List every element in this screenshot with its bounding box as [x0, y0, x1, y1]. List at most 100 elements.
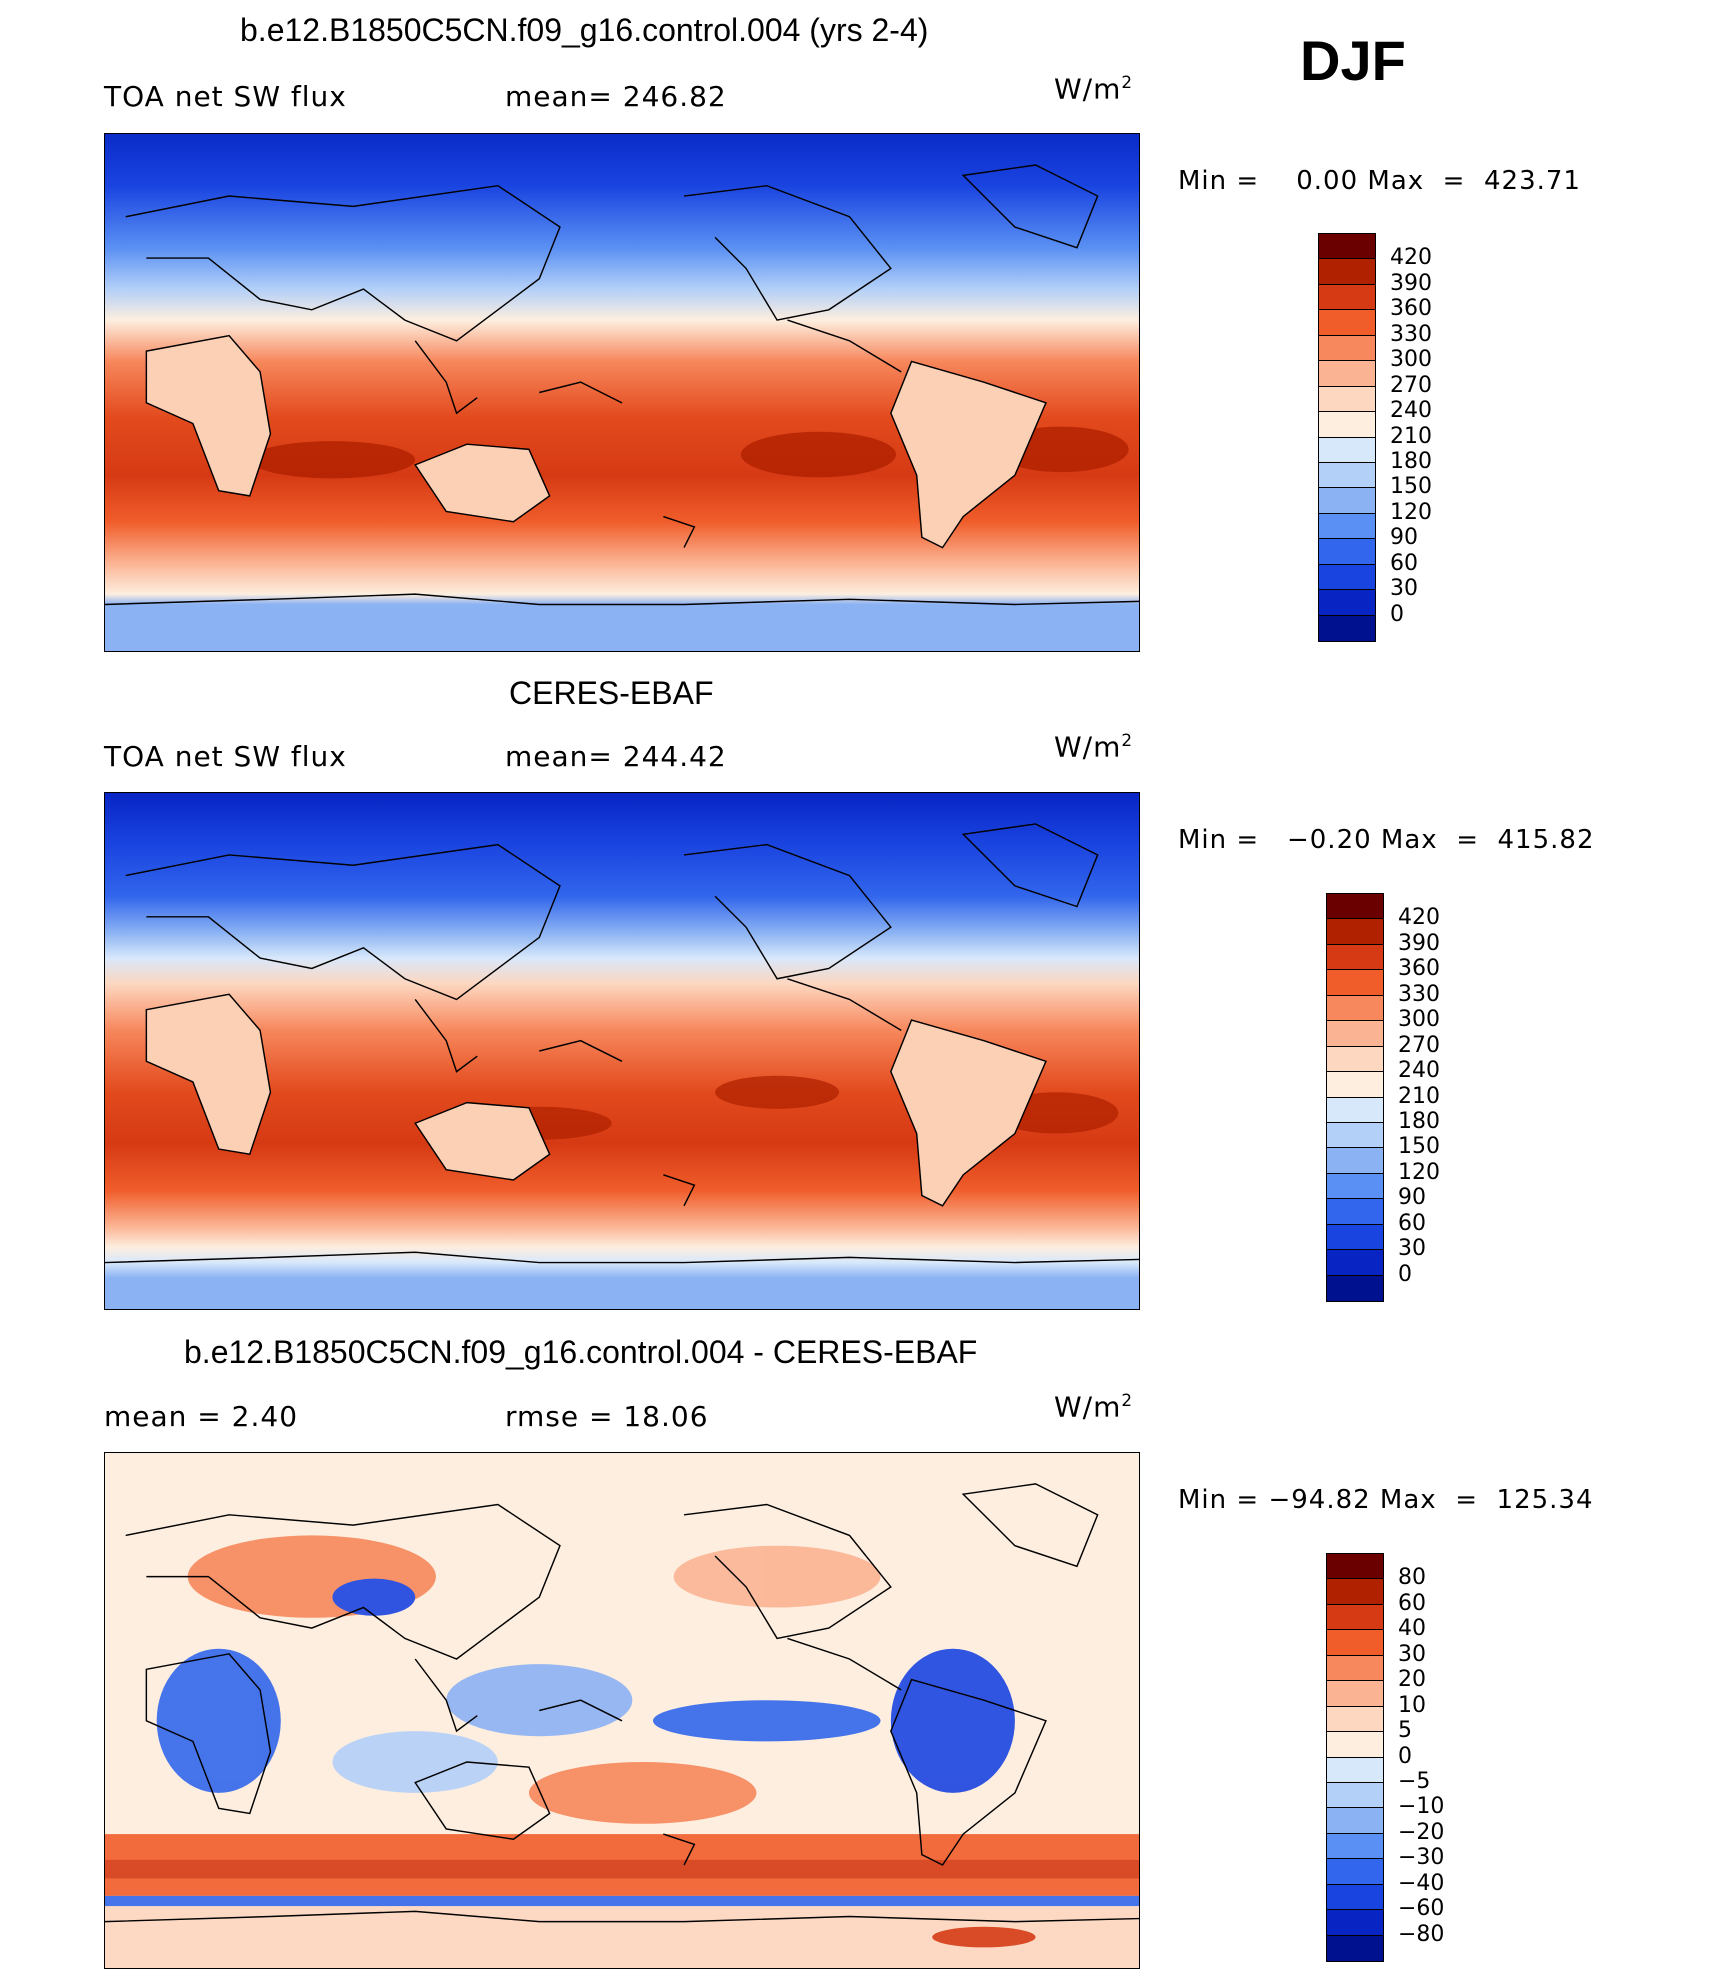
colorbar-tick-label: 330	[1398, 981, 1440, 1007]
panel-units-obs: W/m2	[1054, 730, 1134, 764]
colorbar-box	[1327, 1757, 1383, 1783]
colorbar-box	[1319, 361, 1375, 387]
colorbar-tick-label: 180	[1390, 448, 1432, 474]
season-label: DJF	[1300, 29, 1406, 92]
colorbar-box	[1327, 1021, 1383, 1047]
colorbar-box	[1327, 1122, 1383, 1149]
colorbar-box	[1327, 944, 1383, 971]
colorbar-tick-label: −80	[1398, 1921, 1445, 1947]
colorbar-box	[1327, 1072, 1383, 1098]
colorbar-box	[1327, 1097, 1383, 1123]
panel-rmse-label-diff: rmse = 18.06	[505, 1400, 709, 1433]
colorbar-tick-label: 120	[1398, 1159, 1440, 1185]
colorbar-tick-label: 150	[1398, 1134, 1440, 1160]
colorbar-tick-label: 360	[1398, 956, 1440, 982]
colorbar-tick-label: 60	[1398, 1210, 1426, 1236]
colorbar-tick-label: −5	[1398, 1768, 1431, 1794]
colorbar-tick-label: 30	[1390, 576, 1418, 602]
colorbar-tick-label: 210	[1390, 423, 1432, 449]
colorbar-box	[1327, 970, 1383, 996]
colorbar-tick-label: −10	[1398, 1794, 1445, 1820]
map-field-model	[105, 134, 1139, 651]
colorbar-box	[1319, 437, 1375, 463]
panel-mean-label-model: mean= 246.82	[505, 80, 727, 113]
minmax-obs: Min = −0.20 Max = 415.82	[1178, 825, 1595, 855]
colorbar-tick-label: 180	[1398, 1108, 1440, 1134]
colorbar-box	[1319, 590, 1375, 616]
minmax-model: Min = 0.00 Max = 423.71	[1178, 166, 1581, 196]
colorbar-box	[1327, 1173, 1383, 1200]
colorbar-box	[1327, 1579, 1383, 1605]
colorbar-tick-label: 270	[1398, 1032, 1440, 1058]
colorbar-tick-label: 240	[1390, 398, 1432, 424]
colorbar-model	[1318, 233, 1376, 642]
colorbar-tick-label: 390	[1398, 930, 1440, 956]
colorbar-tick-label: 300	[1390, 347, 1432, 373]
colorbar-box	[1319, 284, 1375, 311]
map-obs	[104, 792, 1140, 1310]
colorbar-box	[1327, 894, 1383, 920]
colorbar-box	[1319, 513, 1375, 540]
panel-left-label-model: TOA net SW flux	[104, 80, 347, 113]
colorbar-tick-label: 240	[1398, 1058, 1440, 1084]
panel-title-diff: b.e12.B1850C5CN.f09_g16.control.004 - CE…	[184, 1334, 978, 1370]
colorbar-obs	[1326, 893, 1384, 1302]
colorbar-tick-label: 0	[1398, 1261, 1412, 1287]
colorbar-box	[1327, 1630, 1383, 1656]
colorbar-box	[1319, 412, 1375, 438]
colorbar-tick-label: 270	[1390, 372, 1432, 398]
map-diff	[104, 1452, 1140, 1969]
colorbar-tick-label: 150	[1390, 474, 1432, 500]
colorbar-tick-label: 420	[1398, 905, 1440, 931]
colorbar-box	[1327, 1554, 1383, 1580]
colorbar-box	[1319, 234, 1375, 260]
colorbar-box	[1319, 386, 1375, 413]
colorbar-box	[1319, 615, 1375, 641]
panel-title-model: b.e12.B1850C5CN.f09_g16.control.004 (yrs…	[240, 12, 929, 48]
colorbar-box	[1327, 1681, 1383, 1707]
colorbar-tick-label: 120	[1390, 499, 1432, 525]
colorbar-diff	[1326, 1553, 1384, 1962]
colorbar-tick-label: 10	[1398, 1692, 1426, 1718]
panel-left-label-obs: TOA net SW flux	[104, 740, 347, 773]
colorbar-box	[1319, 488, 1375, 514]
colorbar-box	[1319, 310, 1375, 336]
map-field-diff	[105, 1453, 1139, 1968]
map-model	[104, 133, 1140, 652]
colorbar-tick-label: 60	[1390, 550, 1418, 576]
colorbar-tick-label: 390	[1390, 270, 1432, 296]
colorbar-tick-label: 420	[1390, 245, 1432, 271]
minmax-diff: Min = −94.82 Max = 125.34	[1178, 1485, 1594, 1515]
colorbar-tick-label: 210	[1398, 1083, 1440, 1109]
map-field-obs	[105, 793, 1139, 1309]
colorbar-box	[1327, 1782, 1383, 1809]
colorbar-box	[1327, 1884, 1383, 1911]
colorbar-tick-label: −20	[1398, 1819, 1445, 1845]
colorbar-tick-label: 60	[1398, 1590, 1426, 1616]
colorbar-tick-label: −30	[1398, 1845, 1445, 1871]
colorbar-tick-label: 330	[1390, 321, 1432, 347]
colorbar-box	[1327, 1833, 1383, 1860]
colorbar-box	[1327, 1148, 1383, 1174]
colorbar-box	[1327, 1910, 1383, 1936]
colorbar-tick-label: 90	[1390, 525, 1418, 551]
colorbar-box	[1327, 1275, 1383, 1301]
colorbar-box	[1327, 1250, 1383, 1276]
panel-mean-label-obs: mean= 244.42	[505, 740, 727, 773]
colorbar-tick-label: 80	[1398, 1565, 1426, 1591]
colorbar-box	[1327, 1706, 1383, 1733]
panel-title-obs: CERES-EBAF	[509, 675, 714, 711]
colorbar-box	[1327, 1808, 1383, 1834]
colorbar-box	[1327, 1859, 1383, 1885]
panel-units-model: W/m2	[1054, 72, 1134, 106]
colorbar-tick-label: 30	[1398, 1641, 1426, 1667]
colorbar-tick-label: 90	[1398, 1185, 1426, 1211]
colorbar-box	[1327, 1935, 1383, 1961]
colorbar-tick-label: 5	[1398, 1718, 1412, 1744]
colorbar-tick-label: 30	[1398, 1236, 1426, 1262]
colorbar-box	[1319, 539, 1375, 565]
colorbar-box	[1327, 1604, 1383, 1631]
colorbar-tick-label: −60	[1398, 1896, 1445, 1922]
colorbar-box	[1319, 335, 1375, 362]
colorbar-box	[1327, 1655, 1383, 1682]
